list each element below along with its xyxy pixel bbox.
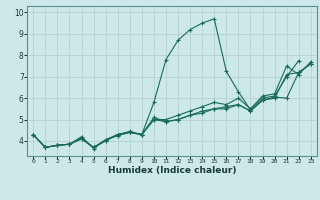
X-axis label: Humidex (Indice chaleur): Humidex (Indice chaleur) (108, 166, 236, 175)
